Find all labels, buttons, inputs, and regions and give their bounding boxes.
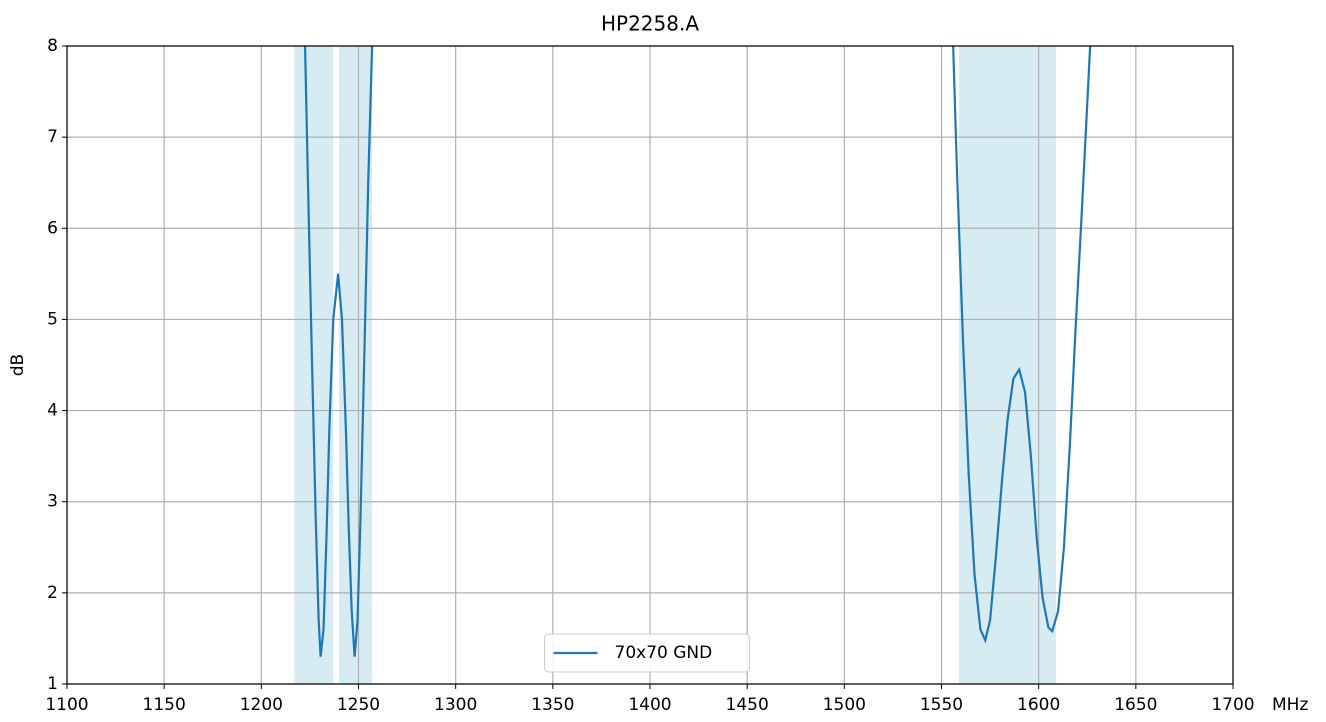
y-tick-label: 6 [47,218,58,238]
series-line [303,46,1092,657]
y-tick-label: 3 [47,492,58,512]
y-axis-label: dB [8,354,28,376]
legend-label: 70x70 GND [615,643,713,663]
y-tick-label: 2 [47,583,58,603]
x-axis-label: MHz [1272,695,1308,715]
x-tick-label: 1400 [628,695,671,715]
legend-box [544,633,750,673]
y-tick-label: 7 [47,127,58,147]
x-tick-label: 1100 [45,695,88,715]
x-tick-label: 1150 [143,695,186,715]
y-tick-label: 1 [47,674,58,694]
chart-title: HP2258.A [601,12,699,36]
x-tick-label: 1650 [1114,695,1157,715]
x-tick-label: 1450 [726,695,769,715]
x-tick-label: 1500 [823,695,866,715]
x-tick-label: 1350 [531,695,574,715]
x-tick-label: 1200 [240,695,283,715]
plot-frame [66,45,1234,685]
band [294,46,334,684]
x-tick-label: 1700 [1211,695,1254,715]
x-tick-label: 1550 [920,695,963,715]
y-tick-label: 8 [47,36,58,56]
x-tick-label: 1250 [337,695,380,715]
x-tick-label: 1600 [1017,695,1060,715]
x-tick-label: 1300 [434,695,477,715]
y-tick-label: 4 [47,401,58,421]
y-tick-label: 5 [47,309,58,329]
